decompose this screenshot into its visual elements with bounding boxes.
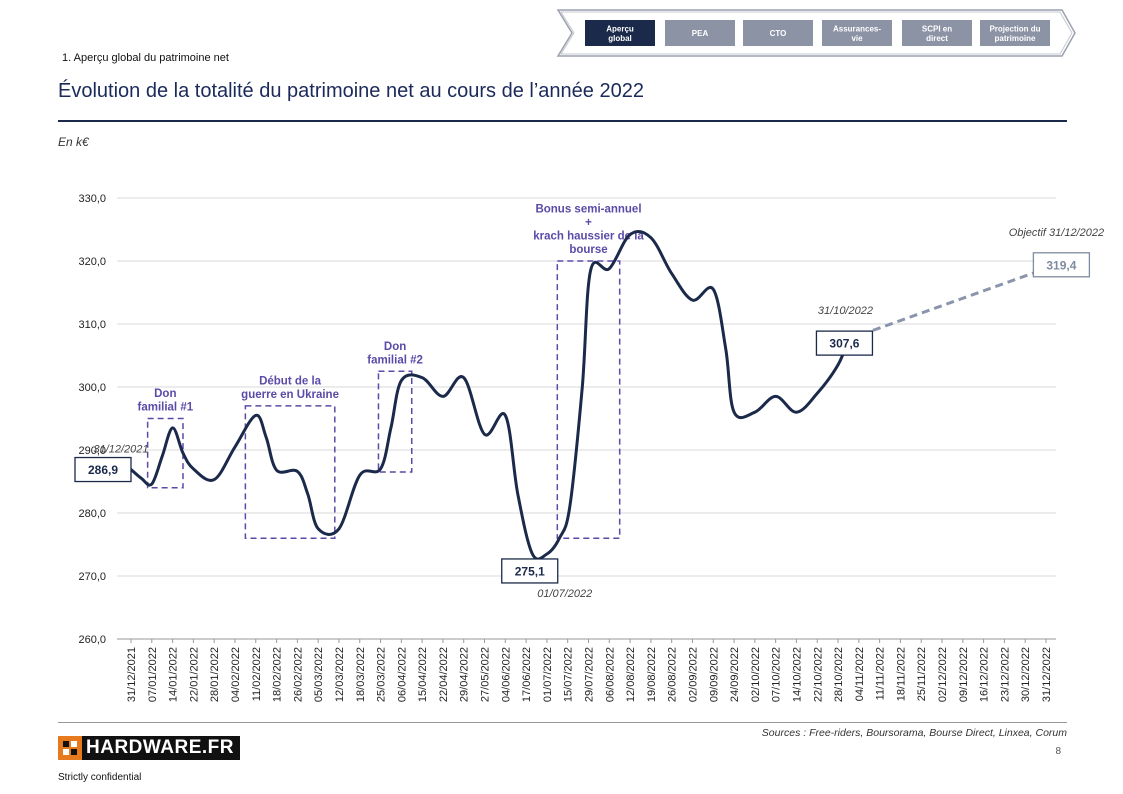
annotation-text: Début de la bbox=[259, 375, 322, 387]
x-tick-label: 02/09/2022 bbox=[687, 647, 699, 702]
x-tick-label: 29/04/2022 bbox=[459, 647, 471, 702]
x-tick-label: 02/12/2022 bbox=[937, 647, 949, 702]
x-tick-label: 26/02/2022 bbox=[292, 647, 304, 702]
y-tick-label: 320,0 bbox=[78, 256, 106, 268]
x-tick-label: 25/03/2022 bbox=[376, 647, 388, 702]
x-tick-label: 24/09/2022 bbox=[729, 647, 741, 702]
annotation-text: familial #1 bbox=[138, 402, 194, 414]
x-tick-label: 15/04/2022 bbox=[417, 647, 429, 702]
annotation-text: bourse bbox=[569, 244, 607, 256]
value-label-text: 275,1 bbox=[515, 564, 545, 578]
x-tick-label: 22/10/2022 bbox=[812, 647, 824, 702]
x-tick-label: 17/06/2022 bbox=[521, 647, 533, 702]
x-tick-label: 28/10/2022 bbox=[833, 647, 845, 702]
hardware-fr-logo: HARDWARE.FR bbox=[58, 736, 240, 760]
x-tick-label: 31/12/2021 bbox=[126, 647, 138, 702]
x-tick-label: 09/12/2022 bbox=[958, 647, 970, 702]
date-label: 31/12/2021 bbox=[93, 444, 148, 456]
page-number: 8 bbox=[1055, 746, 1061, 757]
value-label-2: 307,6 bbox=[816, 331, 872, 355]
y-tick-label: 270,0 bbox=[78, 571, 106, 583]
x-tick-label: 30/12/2022 bbox=[1020, 647, 1032, 702]
x-tick-label: 22/01/2022 bbox=[188, 647, 200, 702]
y-tick-label: 300,0 bbox=[78, 382, 106, 394]
x-tick-label: 11/02/2022 bbox=[251, 647, 263, 701]
y-tick-label: 280,0 bbox=[78, 508, 106, 520]
x-tick-label: 25/11/2022 bbox=[916, 647, 928, 701]
x-tick-label: 31/12/2022 bbox=[1041, 647, 1053, 702]
x-tick-label: 14/10/2022 bbox=[791, 647, 803, 702]
x-tick-label: 18/02/2022 bbox=[272, 647, 284, 702]
annotation-box bbox=[148, 419, 183, 488]
x-tick-label: 14/01/2022 bbox=[168, 647, 180, 702]
x-tick-label: 02/10/2022 bbox=[750, 647, 762, 702]
value-label-0: 286,9 bbox=[75, 458, 131, 482]
date-label: 31/10/2022 bbox=[818, 305, 873, 317]
x-tick-label: 04/11/2022 bbox=[854, 647, 866, 701]
x-tick-label: 27/05/2022 bbox=[480, 647, 492, 702]
projection-line bbox=[848, 265, 1056, 339]
y-tick-label: 260,0 bbox=[78, 634, 106, 646]
value-label-text: 319,4 bbox=[1046, 258, 1076, 272]
logo-mark-icon bbox=[58, 736, 82, 760]
x-tick-label: 04/02/2022 bbox=[230, 647, 242, 702]
x-tick-label: 06/04/2022 bbox=[396, 647, 408, 702]
x-tick-label: 26/08/2022 bbox=[667, 647, 679, 702]
x-tick-label: 05/03/2022 bbox=[313, 647, 325, 702]
sources-note: Sources : Free-riders, Boursorama, Bours… bbox=[762, 727, 1067, 739]
annotation-text: + bbox=[585, 217, 592, 229]
value-label-text: 286,9 bbox=[88, 463, 118, 477]
annotation-text: guerre en Ukraine bbox=[241, 389, 339, 401]
date-label: 01/07/2022 bbox=[537, 588, 592, 600]
x-tick-label: 15/07/2022 bbox=[563, 647, 575, 702]
x-tick-label: 09/09/2022 bbox=[708, 647, 720, 702]
x-tick-label: 23/12/2022 bbox=[999, 647, 1011, 702]
x-tick-label: 07/10/2022 bbox=[771, 647, 783, 702]
confidential-note: Strictly confidential bbox=[58, 772, 141, 783]
date-label: Objectif 31/12/2022 bbox=[1009, 227, 1104, 239]
x-tick-label: 22/04/2022 bbox=[438, 647, 450, 702]
x-tick-label: 01/07/2022 bbox=[542, 647, 554, 702]
annotation-text: familial #2 bbox=[367, 354, 423, 366]
value-label-3: 319,4 bbox=[1033, 253, 1089, 277]
value-label-1: 275,1 bbox=[502, 559, 558, 583]
x-tick-label: 28/01/2022 bbox=[209, 647, 221, 702]
x-tick-label: 16/12/2022 bbox=[979, 647, 991, 702]
logo-text: HARDWARE.FR bbox=[82, 737, 240, 759]
y-tick-label: 310,0 bbox=[78, 319, 106, 331]
x-tick-label: 12/08/2022 bbox=[625, 647, 637, 702]
value-label-text: 307,6 bbox=[829, 337, 859, 351]
x-tick-label: 06/08/2022 bbox=[604, 647, 616, 702]
x-tick-label: 11/11/2022 bbox=[875, 647, 887, 700]
footer-divider bbox=[58, 722, 1067, 723]
networth-line bbox=[131, 231, 848, 559]
annotation-text: Don bbox=[154, 388, 176, 400]
x-tick-label: 04/06/2022 bbox=[500, 647, 512, 702]
x-tick-label: 12/03/2022 bbox=[334, 647, 346, 702]
y-tick-label: 330,0 bbox=[78, 193, 106, 205]
annotation-text: Bonus semi-annuel bbox=[535, 204, 641, 216]
x-tick-label: 29/07/2022 bbox=[584, 647, 596, 702]
x-tick-label: 07/01/2022 bbox=[147, 647, 159, 702]
x-tick-label: 18/11/2022 bbox=[895, 647, 907, 701]
annotation-text: Don bbox=[384, 341, 406, 353]
networth-line-chart: 260,0 270,0 280,0 290,0 300,0 310,0 320,0 330,0… bbox=[0, 0, 1123, 720]
x-tick-label: 18/03/2022 bbox=[355, 647, 367, 702]
x-tick-label: 19/08/2022 bbox=[646, 647, 658, 702]
